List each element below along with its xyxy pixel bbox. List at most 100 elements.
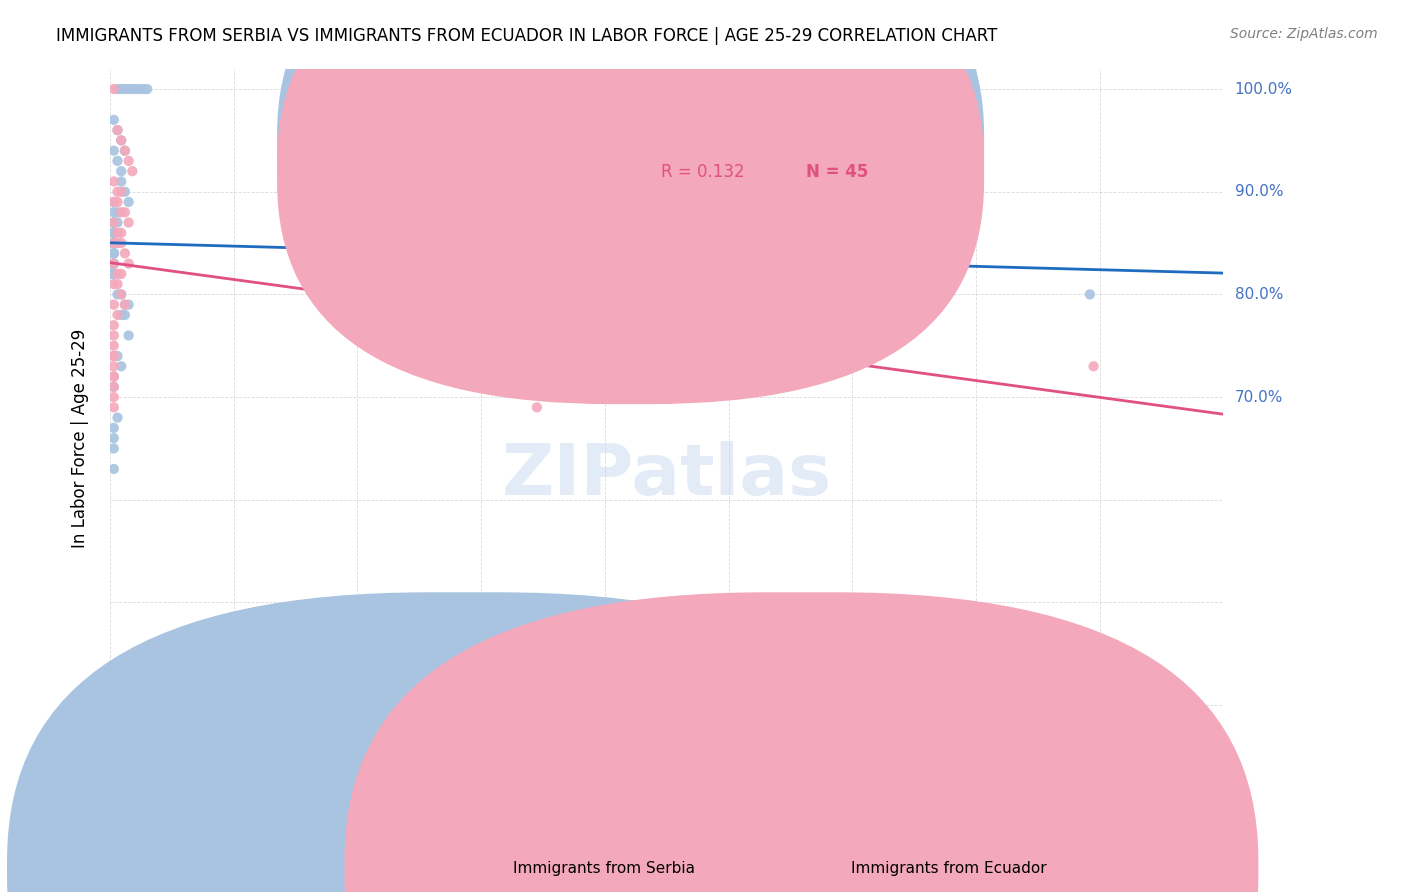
Point [110,226,132,240]
Point [103,235,125,250]
Point [107,185,129,199]
Point [107,410,129,425]
Point [101,267,124,281]
Point [103,442,125,456]
Point [117,328,139,343]
Y-axis label: In Labor Force | Age 25-29: In Labor Force | Age 25-29 [72,328,89,548]
Point [107,308,129,322]
Point [103,277,125,292]
Point [103,421,125,435]
Point [103,257,125,271]
Point [103,257,125,271]
Point [103,462,125,476]
Point [103,215,125,229]
Point [103,226,125,240]
Point [107,153,129,168]
Point [101,267,124,281]
Point [101,267,124,281]
Point [103,369,125,384]
Point [114,246,136,260]
Point [107,235,129,250]
Point [114,308,136,322]
Point [103,235,125,250]
Point [103,215,125,229]
Point [101,267,124,281]
Point [107,215,129,229]
Point [693,339,716,353]
Point [1078,287,1101,301]
Point [103,318,125,333]
Point [103,226,125,240]
Point [103,246,125,260]
Point [110,287,132,301]
Point [103,401,125,415]
Point [110,82,132,96]
Point [526,401,548,415]
Point [103,215,125,229]
Point [103,215,125,229]
Text: Immigrants from Ecuador: Immigrants from Ecuador [851,862,1046,876]
Point [114,298,136,312]
Point [110,205,132,219]
Point [103,349,125,363]
Text: N = 45: N = 45 [806,163,869,181]
Point [107,349,129,363]
Text: R = 0.312: R = 0.312 [661,135,745,153]
Point [107,267,129,281]
Point [107,277,129,292]
Point [110,235,132,250]
Point [107,123,129,137]
Point [103,112,125,127]
Point [114,144,136,158]
Point [103,215,125,229]
Point [103,235,125,250]
Point [117,153,139,168]
Point [110,308,132,322]
Point [103,359,125,374]
Text: Source: ZipAtlas.com: Source: ZipAtlas.com [1230,27,1378,41]
Point [110,174,132,188]
Point [103,235,125,250]
Text: 80.0%: 80.0% [1234,287,1282,301]
Point [121,164,143,178]
Point [121,82,143,96]
Point [103,257,125,271]
Point [107,226,129,240]
Text: 30.0%: 30.0% [1199,826,1247,841]
Point [101,267,124,281]
Point [103,82,125,96]
Text: 0.0%: 0.0% [91,826,129,841]
Point [103,339,125,353]
Point [103,174,125,188]
Point [103,257,125,271]
Point [107,82,129,96]
Point [103,246,125,260]
Point [103,257,125,271]
Point [103,390,125,404]
Point [107,194,129,209]
Point [128,82,150,96]
Point [103,431,125,445]
Point [114,205,136,219]
Point [110,267,132,281]
Point [117,257,139,271]
Point [103,349,125,363]
Point [103,298,125,312]
Point [103,246,125,260]
FancyBboxPatch shape [277,0,984,404]
Point [110,164,132,178]
Point [101,267,124,281]
Point [103,267,125,281]
Text: IMMIGRANTS FROM SERBIA VS IMMIGRANTS FROM ECUADOR IN LABOR FORCE | AGE 25-29 COR: IMMIGRANTS FROM SERBIA VS IMMIGRANTS FRO… [56,27,998,45]
Point [103,235,125,250]
Point [114,82,136,96]
Point [103,235,125,250]
Point [103,246,125,260]
Point [110,133,132,147]
Point [107,205,129,219]
Point [103,226,125,240]
Point [103,246,125,260]
Point [101,267,124,281]
Point [114,298,136,312]
Point [103,235,125,250]
